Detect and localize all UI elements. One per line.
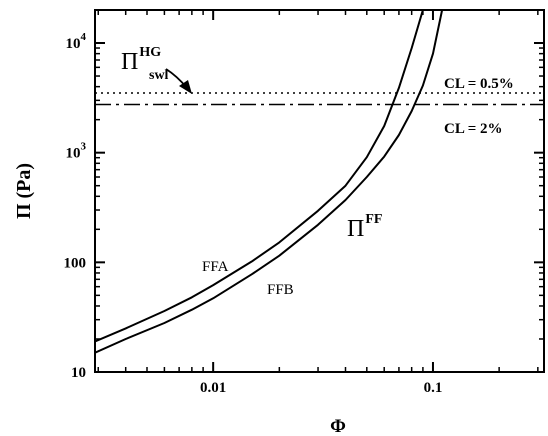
x-axis-title: Φ <box>330 416 346 436</box>
series-ffb <box>95 10 444 354</box>
y-tick-base: 10 <box>66 36 81 52</box>
pi-ff-sup: FF <box>365 212 382 227</box>
pi-hg-base: Π <box>121 49 138 75</box>
pi-hg-sub: swl <box>149 68 169 83</box>
pi-ff-base: Π <box>347 216 364 242</box>
series-ffa <box>95 10 424 343</box>
x-tick-label: 0.1 <box>424 380 443 396</box>
pi-hg-label: ΠHG swl <box>121 45 169 83</box>
y-axis-title: Π (Pa) <box>13 163 35 219</box>
curves-layer <box>95 10 544 354</box>
y-tick-label: 104 <box>66 31 87 52</box>
cl-05-label: CL = 0.5% <box>444 76 514 92</box>
pi-hg-sup: HG <box>139 45 161 60</box>
y-tick-label: 100 <box>64 255 87 271</box>
x-tick-label: 0.01 <box>200 380 226 396</box>
y-tick-label: 103 <box>66 141 87 162</box>
plot-frame <box>94 9 545 373</box>
y-tick-base: 10 <box>66 146 81 162</box>
y-tick-label: 10 <box>71 365 86 381</box>
ffb-label: FFB <box>267 282 294 298</box>
y-tick-exponent: 4 <box>81 31 87 43</box>
cl-2-label: CL = 2% <box>444 121 503 137</box>
ffa-label: FFA <box>202 259 229 275</box>
pi-hg-arrowhead <box>179 80 192 94</box>
y-tick-exponent: 3 <box>81 141 87 153</box>
pi-ff-label: ΠFF <box>347 212 382 242</box>
